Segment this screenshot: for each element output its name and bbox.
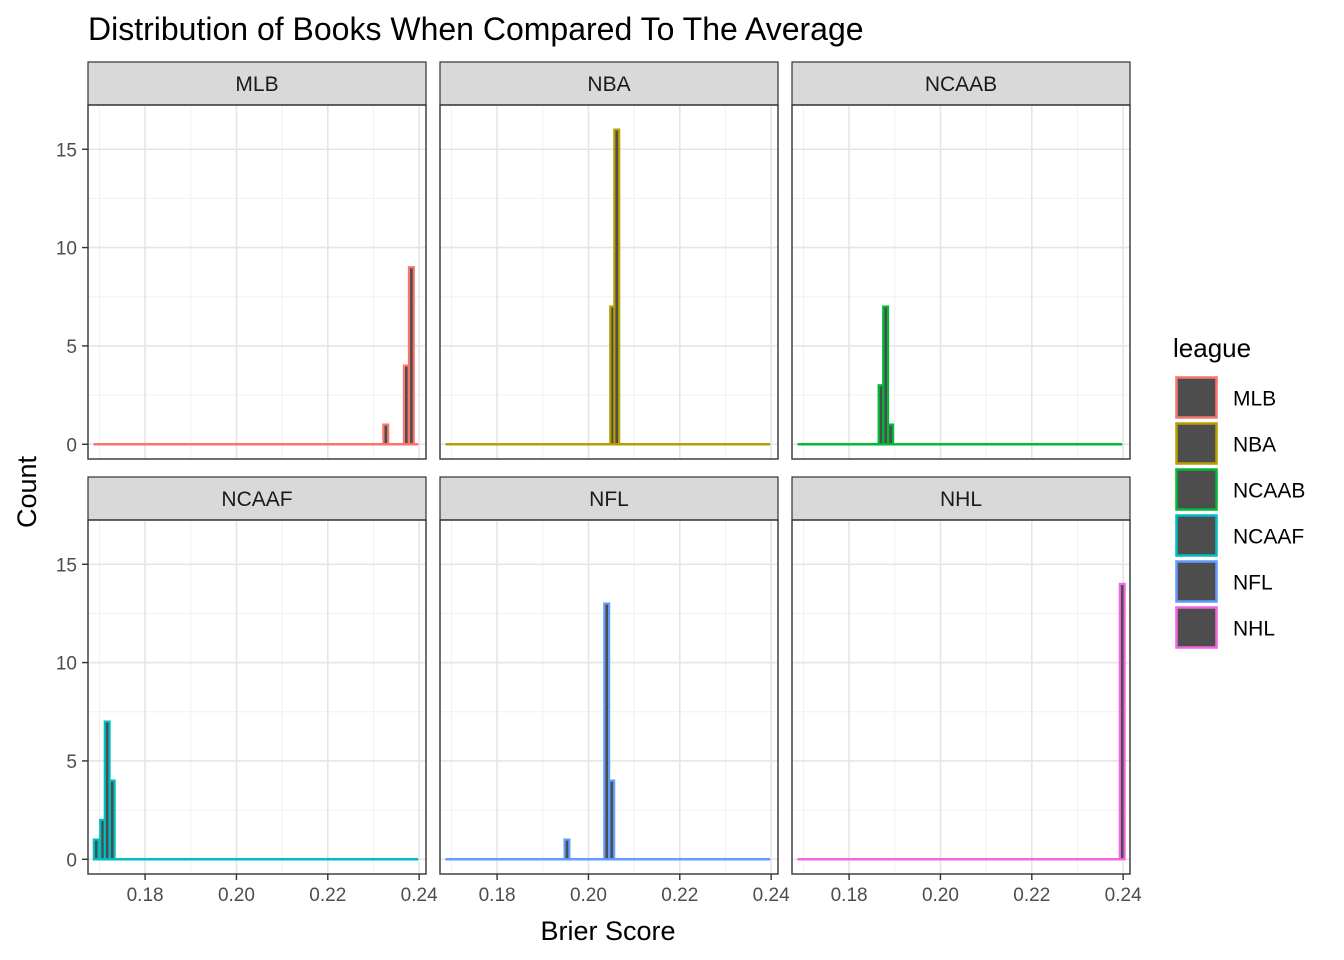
legend-label: NCAAF	[1233, 526, 1304, 549]
legend-key-swatch	[1175, 376, 1218, 419]
facet-strip	[439, 61, 779, 106]
x-tick-label: 0.24	[1105, 885, 1142, 906]
facet-panel-ncaab: NCAAB	[791, 61, 1131, 460]
legend-label: NCAAB	[1233, 480, 1305, 503]
facet-strip	[439, 476, 779, 521]
legend-label: NFL	[1233, 572, 1273, 595]
y-tick-label: 15	[56, 555, 77, 576]
facet-strip	[791, 61, 1131, 106]
facet-strip-label: NBA	[587, 73, 630, 96]
histogram-bar	[887, 423, 895, 446]
legend-key-swatch	[1175, 468, 1218, 511]
legend-label: NHL	[1233, 618, 1275, 641]
facet-strip-label: NHL	[940, 488, 982, 511]
legend-label: NBA	[1233, 434, 1276, 457]
histogram-bar	[882, 305, 890, 446]
x-tick-label: 0.18	[127, 885, 164, 906]
x-tick-label: 0.22	[309, 885, 346, 906]
legend-key-swatch	[1175, 514, 1218, 557]
facet-panel-nfl: NFL	[439, 476, 779, 875]
y-axis-title: Count	[12, 455, 42, 528]
y-axis-ticks: 0 5 10 15 0 5 10 15	[56, 140, 88, 871]
y-tick-label: 10	[56, 239, 77, 260]
histogram-bar	[407, 266, 415, 446]
x-tick-label: 0.22	[661, 885, 698, 906]
panel-border	[791, 104, 1131, 460]
histogram-bar	[1118, 582, 1126, 861]
y-tick-label: 0	[66, 850, 77, 871]
facet-panels: MLB NBA NCAAB NCAAF NFL NHL	[87, 61, 1131, 875]
x-tick-label: 0.20	[922, 885, 959, 906]
histogram-bar	[608, 779, 616, 861]
legend-key-swatch	[1175, 606, 1218, 649]
panel-border	[87, 519, 427, 875]
panel-border	[87, 104, 427, 460]
facet-strip-label: NCAAF	[221, 488, 292, 511]
facet-strip	[87, 476, 427, 521]
facet-strip-label: NCAAB	[925, 73, 997, 96]
facet-strip-label: MLB	[235, 73, 278, 96]
histogram-bar	[382, 423, 390, 446]
facet-strip	[791, 476, 1131, 521]
legend-item-mlb: MLB	[1175, 376, 1276, 419]
legend-title: league	[1173, 333, 1251, 363]
x-axis-ticks: 0.18 0.20 0.22 0.24 0.18 0.20 0.22 0.24 0.18 0.20…	[127, 874, 1142, 906]
x-tick-label: 0.18	[479, 885, 516, 906]
x-tick-label: 0.20	[570, 885, 607, 906]
x-tick-label: 0.20	[218, 885, 255, 906]
legend-item-nfl: NFL	[1175, 560, 1273, 603]
facet-strip-label: NFL	[589, 488, 629, 511]
x-tick-label: 0.18	[831, 885, 868, 906]
legend-item-ncaab: NCAAB	[1175, 468, 1305, 511]
legend-key-swatch	[1175, 422, 1218, 465]
chart-title: Distribution of Books When Compared To T…	[88, 11, 864, 47]
histogram-bar	[613, 128, 621, 446]
panel-border	[791, 519, 1131, 875]
x-tick-label: 0.24	[401, 885, 438, 906]
legend-item-ncaaf: NCAAF	[1175, 514, 1304, 557]
legend-label: MLB	[1233, 388, 1276, 411]
x-tick-label: 0.24	[753, 885, 790, 906]
facet-strip	[87, 61, 427, 106]
x-tick-label: 0.22	[1013, 885, 1050, 906]
panel-border	[439, 104, 779, 460]
histogram-bar	[603, 602, 611, 861]
histogram-bar	[92, 838, 100, 861]
x-axis-title: Brier Score	[540, 916, 675, 946]
legend-item-nba: NBA	[1175, 422, 1276, 465]
y-tick-label: 0	[66, 435, 77, 456]
facet-panel-ncaaf: NCAAF	[87, 476, 427, 875]
facet-panel-nhl: NHL	[791, 476, 1131, 875]
y-tick-label: 10	[56, 654, 77, 675]
y-tick-label: 15	[56, 140, 77, 161]
histogram-bar	[563, 838, 571, 861]
y-tick-label: 5	[66, 337, 77, 358]
y-tick-label: 5	[66, 752, 77, 773]
facet-panel-nba: NBA	[439, 61, 779, 460]
legend-key-swatch	[1175, 560, 1218, 603]
facet-panel-mlb: MLB	[87, 61, 427, 460]
legend-item-nhl: NHL	[1175, 606, 1275, 649]
panel-border	[439, 519, 779, 875]
legend: league MLB NBA NCAAB NCAAF NFL NHL	[1173, 333, 1305, 649]
histogram-bar	[108, 779, 116, 861]
